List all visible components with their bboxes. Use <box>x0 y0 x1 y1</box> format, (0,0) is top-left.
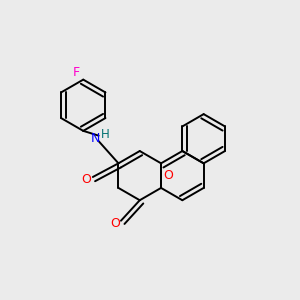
Text: O: O <box>82 172 92 185</box>
Text: H: H <box>101 128 110 142</box>
Text: O: O <box>110 217 120 230</box>
Text: N: N <box>91 132 100 145</box>
Text: F: F <box>73 66 80 79</box>
Text: O: O <box>164 169 173 182</box>
